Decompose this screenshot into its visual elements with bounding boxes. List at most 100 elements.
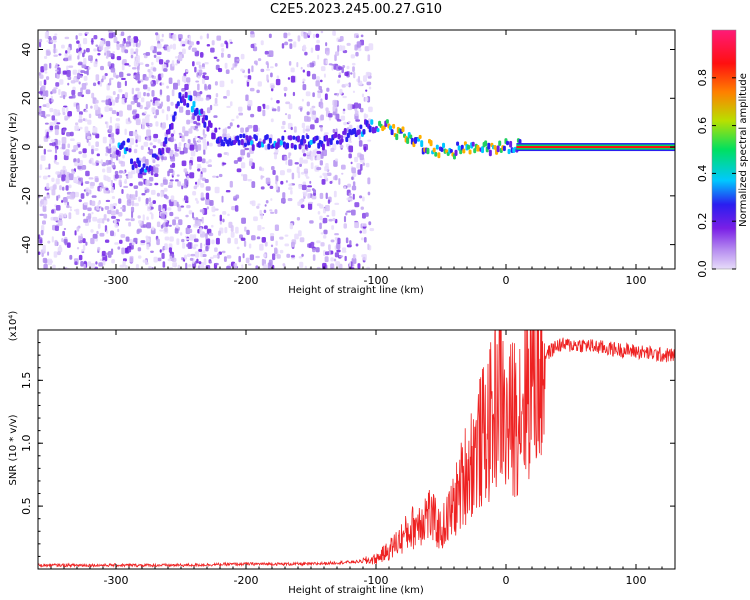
noise-cell bbox=[263, 209, 267, 214]
noise-cell bbox=[82, 153, 87, 158]
noise-cell bbox=[109, 77, 114, 80]
noise-cell bbox=[91, 92, 95, 99]
noise-cell bbox=[321, 178, 326, 185]
noise-cell bbox=[109, 153, 112, 158]
noise-cell bbox=[280, 180, 284, 185]
noise-cell bbox=[307, 192, 311, 199]
noise-cell bbox=[68, 65, 74, 68]
noise-cell bbox=[265, 177, 271, 185]
noise-cell bbox=[105, 159, 109, 166]
noise-cell bbox=[107, 146, 111, 149]
noise-cell bbox=[227, 213, 230, 217]
noise-cell bbox=[264, 204, 267, 207]
noise-cell bbox=[361, 212, 366, 219]
noise-cell bbox=[266, 74, 269, 82]
noise-cell bbox=[92, 82, 97, 87]
noise-cell bbox=[124, 178, 127, 184]
noise-cell bbox=[147, 151, 150, 154]
noise-cell bbox=[201, 216, 204, 224]
y-tick-label: 40 bbox=[20, 43, 33, 57]
noise-cell bbox=[132, 131, 138, 137]
noise-cell bbox=[240, 149, 246, 156]
noise-cell bbox=[339, 44, 342, 51]
noise-cell bbox=[99, 232, 105, 237]
noise-cell bbox=[135, 51, 138, 57]
noise-cell bbox=[120, 206, 124, 210]
track-cell bbox=[484, 140, 488, 147]
noise-cell bbox=[136, 102, 141, 108]
noise-cell bbox=[221, 47, 225, 53]
noise-cell bbox=[205, 238, 211, 246]
noise-cell bbox=[319, 151, 324, 159]
noise-cell bbox=[153, 54, 157, 59]
noise-cell bbox=[346, 42, 351, 46]
noise-cell bbox=[84, 126, 89, 133]
noise-cell bbox=[350, 161, 353, 165]
noise-cell bbox=[151, 74, 154, 78]
noise-cell bbox=[240, 237, 246, 241]
noise-cell bbox=[158, 59, 164, 65]
noise-cell bbox=[135, 73, 140, 81]
noise-cell bbox=[152, 159, 156, 164]
noise-cell bbox=[247, 178, 252, 182]
noise-cell bbox=[73, 209, 78, 212]
noise-cell bbox=[132, 42, 136, 47]
noise-cell bbox=[130, 54, 134, 59]
track-cell bbox=[184, 91, 188, 99]
noise-cell bbox=[130, 218, 135, 222]
noise-cell bbox=[343, 223, 347, 229]
noise-cell bbox=[309, 220, 314, 224]
noise-cell bbox=[229, 101, 233, 107]
noise-cell bbox=[356, 41, 362, 48]
noise-cell bbox=[319, 79, 323, 83]
noise-cell bbox=[279, 249, 284, 254]
noise-cell bbox=[53, 251, 58, 258]
noise-cell bbox=[131, 87, 135, 95]
noise-cell bbox=[219, 80, 225, 88]
track-cell bbox=[437, 152, 441, 159]
track-cell bbox=[426, 147, 430, 155]
noise-cell bbox=[172, 262, 178, 268]
track-cell bbox=[335, 140, 339, 145]
noise-cell bbox=[274, 153, 278, 160]
noise-cell bbox=[90, 105, 93, 109]
noise-cell bbox=[122, 170, 126, 175]
noise-cell bbox=[40, 199, 45, 205]
noise-cell bbox=[46, 40, 50, 43]
track-cell bbox=[337, 133, 341, 140]
noise-cell bbox=[187, 139, 191, 144]
noise-cell bbox=[54, 154, 58, 161]
noise-cell bbox=[362, 162, 366, 166]
noise-cell bbox=[285, 160, 288, 165]
track-cell bbox=[357, 129, 361, 135]
noise-cell bbox=[160, 38, 164, 42]
noise-cell bbox=[348, 192, 352, 196]
noise-cell bbox=[172, 33, 177, 41]
noise-cell bbox=[198, 261, 202, 265]
noise-cell bbox=[124, 98, 127, 103]
track-cell bbox=[340, 138, 344, 143]
noise-cell bbox=[69, 131, 74, 137]
noise-cell bbox=[368, 106, 373, 113]
noise-cell bbox=[276, 254, 281, 259]
noise-cell bbox=[61, 186, 65, 191]
noise-cell bbox=[118, 170, 124, 174]
noise-cell bbox=[146, 188, 150, 193]
noise-cell bbox=[112, 137, 115, 144]
noise-cell bbox=[114, 174, 119, 179]
noise-cell bbox=[242, 253, 245, 259]
track-cell bbox=[262, 139, 266, 144]
track-cell bbox=[456, 141, 460, 146]
track-cell bbox=[137, 160, 141, 168]
noise-cell bbox=[319, 160, 323, 166]
noise-cell bbox=[68, 184, 72, 189]
noise-cell bbox=[172, 43, 176, 50]
noise-cell bbox=[157, 139, 161, 144]
noise-cell bbox=[142, 84, 148, 90]
noise-cell bbox=[117, 246, 121, 250]
noise-cell bbox=[113, 36, 118, 44]
noise-cell bbox=[234, 62, 238, 67]
x-tick-label: 0 bbox=[503, 274, 510, 287]
noise-cell bbox=[124, 128, 127, 136]
noise-cell bbox=[91, 195, 97, 198]
